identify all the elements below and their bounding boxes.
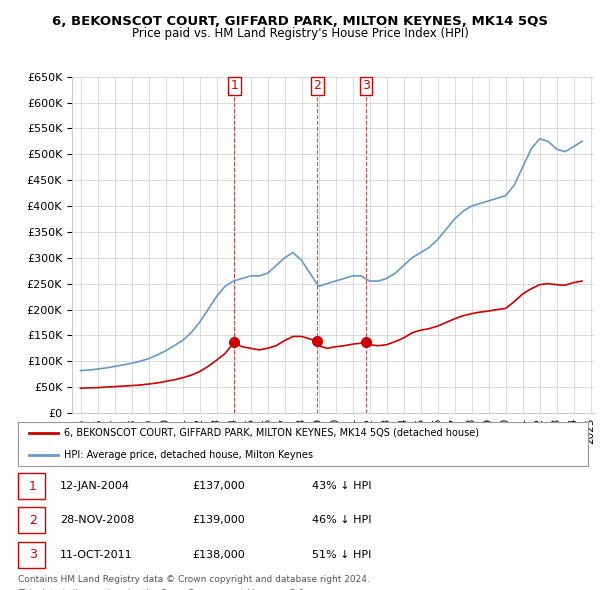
Text: 2: 2 bbox=[29, 514, 37, 527]
Text: £137,000: £137,000 bbox=[192, 481, 245, 491]
Text: £139,000: £139,000 bbox=[192, 516, 245, 525]
Text: Contains HM Land Registry data © Crown copyright and database right 2024.: Contains HM Land Registry data © Crown c… bbox=[18, 575, 370, 584]
Text: 51% ↓ HPI: 51% ↓ HPI bbox=[312, 550, 371, 559]
Text: HPI: Average price, detached house, Milton Keynes: HPI: Average price, detached house, Milt… bbox=[64, 450, 313, 460]
Text: 6, BEKONSCOT COURT, GIFFARD PARK, MILTON KEYNES, MK14 5QS: 6, BEKONSCOT COURT, GIFFARD PARK, MILTON… bbox=[52, 15, 548, 28]
Text: 12-JAN-2004: 12-JAN-2004 bbox=[60, 481, 130, 491]
Text: 43% ↓ HPI: 43% ↓ HPI bbox=[312, 481, 371, 491]
Text: 46% ↓ HPI: 46% ↓ HPI bbox=[312, 516, 371, 525]
Text: 2: 2 bbox=[313, 79, 321, 92]
Text: 6, BEKONSCOT COURT, GIFFARD PARK, MILTON KEYNES, MK14 5QS (detached house): 6, BEKONSCOT COURT, GIFFARD PARK, MILTON… bbox=[64, 428, 479, 438]
Text: 11-OCT-2011: 11-OCT-2011 bbox=[60, 550, 133, 559]
Text: 1: 1 bbox=[29, 480, 37, 493]
Text: £138,000: £138,000 bbox=[192, 550, 245, 559]
Text: 3: 3 bbox=[29, 548, 37, 561]
Text: 1: 1 bbox=[230, 79, 238, 92]
Text: Price paid vs. HM Land Registry's House Price Index (HPI): Price paid vs. HM Land Registry's House … bbox=[131, 27, 469, 40]
Text: 28-NOV-2008: 28-NOV-2008 bbox=[60, 516, 134, 525]
Text: 3: 3 bbox=[362, 79, 370, 92]
